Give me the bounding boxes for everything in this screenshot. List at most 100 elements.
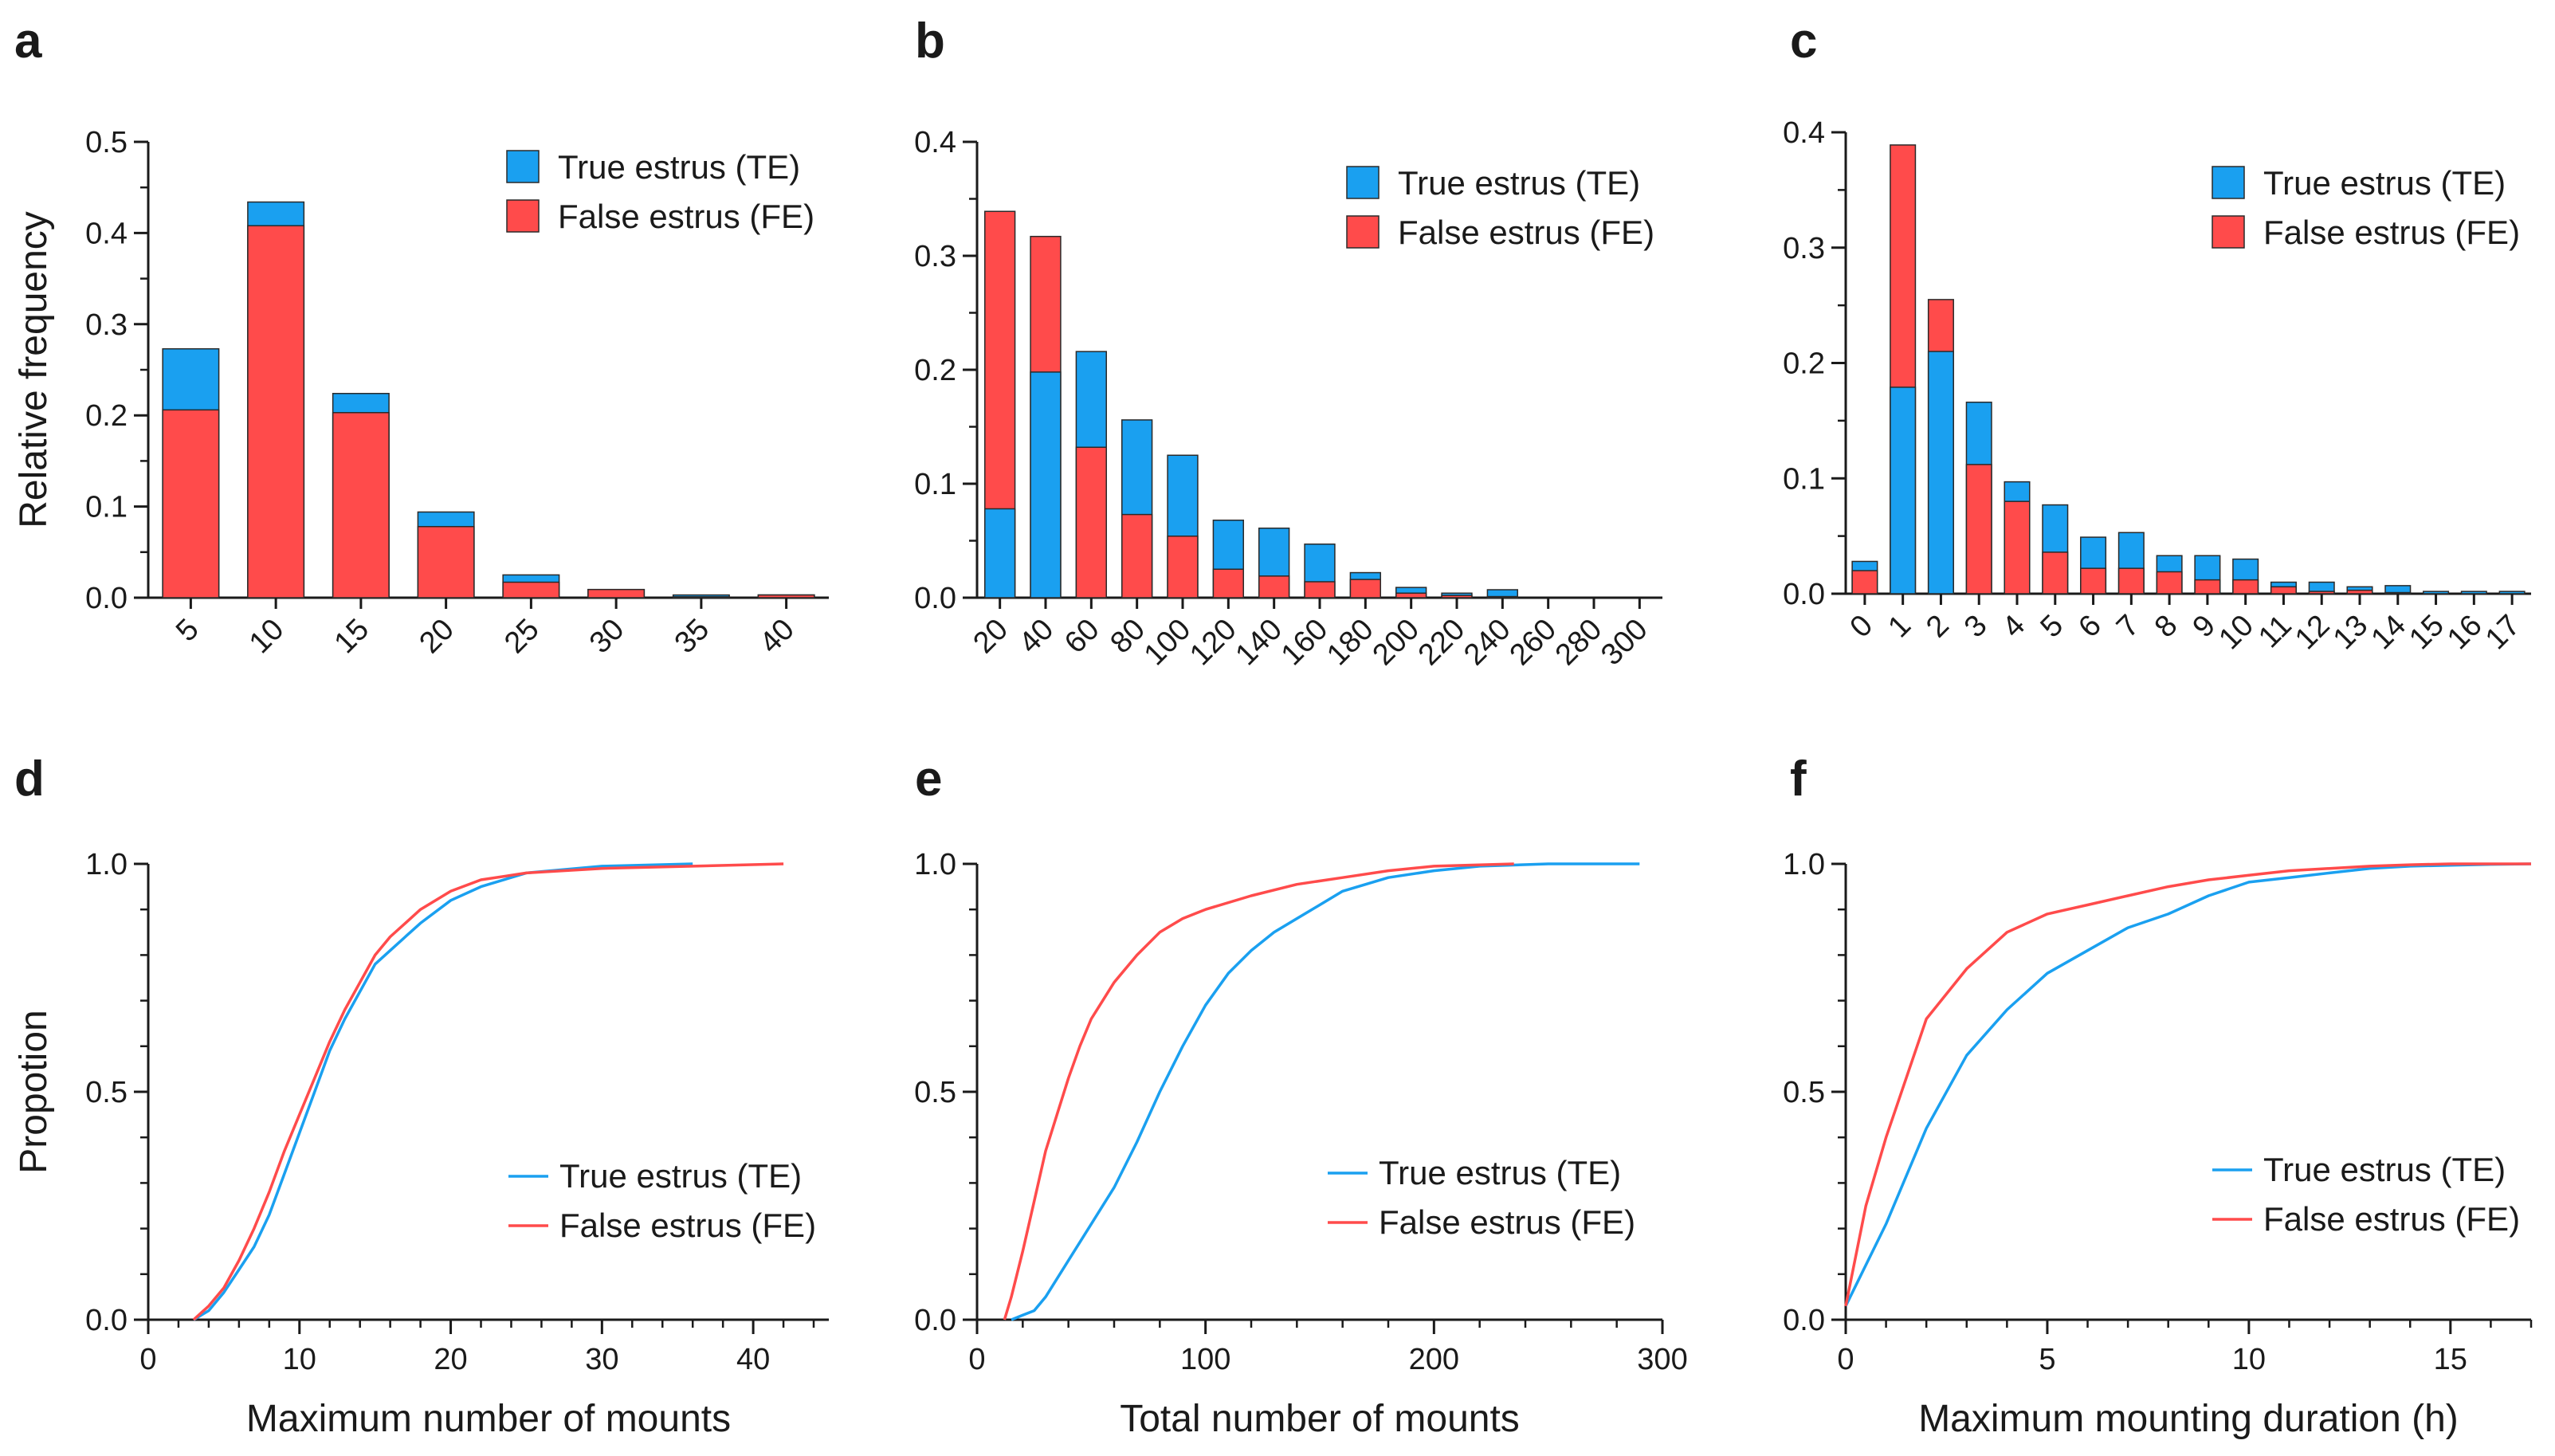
y-tick-label: 0.3 xyxy=(914,240,956,273)
x-tick-label: 7 xyxy=(2110,609,2146,645)
x-tick-label: 220 xyxy=(1412,613,1472,673)
y-tick-label: 0.0 xyxy=(914,1304,956,1337)
x-tick-label: 5 xyxy=(2034,609,2070,645)
bar-te xyxy=(1890,387,1917,595)
panel-e: e 0.0 0.5 1.0 0 100 200 300 Total number of moun… xyxy=(914,752,1688,1440)
x-tick-label: 10 xyxy=(283,1343,316,1376)
y-tick-label: 0.1 xyxy=(85,491,128,524)
legend-fe-label: False estrus (FE) xyxy=(2263,1200,2520,1238)
y-tick-label: 0.4 xyxy=(1783,116,1825,150)
legend-te-swatch xyxy=(2212,166,2245,199)
bar-fe xyxy=(1851,570,1878,595)
x-tick-label: 5 xyxy=(2039,1343,2055,1376)
y-tick-label: 0.2 xyxy=(1783,347,1825,381)
x-tick-label: 9 xyxy=(2187,609,2223,645)
y-tick-label: 0.5 xyxy=(85,1076,128,1109)
bar-fe xyxy=(1212,568,1245,598)
x-tick-label: 20 xyxy=(413,613,461,661)
x-tick-label: 10 xyxy=(2232,1343,2266,1376)
bar-fe xyxy=(1121,513,1153,598)
x-tick-label: 0 xyxy=(1844,609,1880,645)
bar-fe xyxy=(2042,551,2069,595)
bar-fe xyxy=(2384,591,2412,595)
x-tick-label: 17 xyxy=(2479,609,2527,657)
x-tick-label: 2 xyxy=(1920,609,1956,645)
x-tick-label: 0 xyxy=(1837,1343,1854,1376)
y-tick-label: 0.4 xyxy=(85,217,128,250)
bar-fe xyxy=(757,594,815,598)
y-tick-label: 0.5 xyxy=(914,1076,956,1109)
bar-fe xyxy=(2270,586,2297,595)
x-tick-label: 8 xyxy=(2149,609,2184,645)
x-tick-label: 0 xyxy=(139,1343,156,1376)
bar-fe xyxy=(247,225,305,598)
panel-f: f 0.0 0.5 1.0 0 5 10 15 Maximum mounting duratio… xyxy=(1783,752,2533,1440)
bar-fe xyxy=(2232,579,2259,595)
x-tick-label: 200 xyxy=(1366,613,1426,673)
series-te-line xyxy=(1844,862,2532,1307)
bar-fe xyxy=(1167,536,1199,598)
x-axis-label: Maximum number of mounts xyxy=(246,1398,731,1440)
bar-fe xyxy=(1441,595,1473,598)
legend-te-label: True estrus (TE) xyxy=(1379,1154,1621,1191)
legend: True estrus (TE) False estrus (FE) xyxy=(508,1157,816,1244)
bar-fe xyxy=(332,412,390,598)
legend: True estrus (TE) False estrus (FE) xyxy=(506,148,814,235)
y-tick-label: 1.0 xyxy=(85,848,128,881)
y-tick-label: 0.5 xyxy=(1783,1076,1825,1109)
y-tick-label: 0.2 xyxy=(85,399,128,433)
legend-fe-swatch xyxy=(506,199,540,233)
x-axis-label: Maximum mounting duration (h) xyxy=(1918,1398,2459,1440)
bar-fe xyxy=(2080,567,2107,595)
legend-te-label: True estrus (TE) xyxy=(2263,1151,2506,1188)
x-tick-label: 35 xyxy=(669,613,716,661)
x-tick-label: 300 xyxy=(1595,613,1654,673)
bar-fe xyxy=(1349,579,1382,598)
x-tick-label: 5 xyxy=(170,613,206,649)
panel-a: a 0.0 0.1 0.2 0.3 0.4 0.5 Relative frequency 5 10… xyxy=(13,14,829,660)
bar-fe xyxy=(1304,581,1336,598)
panel-letter: b xyxy=(915,14,945,69)
x-tick-label: 120 xyxy=(1183,613,1243,673)
bar-fe xyxy=(2346,589,2373,595)
x-tick-label: 25 xyxy=(498,613,546,661)
x-axis-label: Total number of mounts xyxy=(1120,1398,1520,1440)
bar-fe xyxy=(1075,446,1108,598)
x-tick-label: 160 xyxy=(1275,613,1335,673)
bar-fe xyxy=(2156,571,2183,595)
series-te-line xyxy=(1011,862,1640,1321)
panel-letter: d xyxy=(14,752,45,806)
y-tick-label: 0.1 xyxy=(1783,462,1825,496)
legend: True estrus (TE) False estrus (FE) xyxy=(2212,1151,2520,1238)
panel-c: c0.00.10.20.30.40 1 2 3 4 5 6 7 8 910111213141516… xyxy=(1783,14,2531,656)
bar-fe xyxy=(2308,591,2335,595)
bar-fe xyxy=(1395,592,1427,598)
x-tick-label: 100 xyxy=(1138,613,1198,673)
bar-fe xyxy=(587,588,646,598)
panel-letter: a xyxy=(14,14,42,69)
y-tick-label: 0.0 xyxy=(914,582,956,615)
legend-fe-label: False estrus (FE) xyxy=(558,198,814,235)
series-te-line xyxy=(192,862,693,1321)
y-tick-label: 0.3 xyxy=(1783,232,1825,265)
x-tick-label: 0 xyxy=(968,1343,985,1376)
x-tick-label: 140 xyxy=(1229,613,1289,673)
x-tick-label: 200 xyxy=(1409,1343,1459,1376)
y-tick-label: 0.2 xyxy=(914,354,956,387)
legend: True estrus (TE) False estrus (FE) xyxy=(1346,164,1654,251)
y-tick-label: 1.0 xyxy=(1783,848,1825,881)
y-tick-label: 0.0 xyxy=(1783,578,1825,611)
legend-fe-swatch xyxy=(2212,215,2245,249)
x-tick-label: 3 xyxy=(1958,609,1994,645)
y-tick-label: 0.0 xyxy=(85,1304,128,1337)
x-tick-label: 40 xyxy=(753,613,801,661)
panel-b: b0.00.10.20.30.4204060801001201401601802… xyxy=(914,14,1662,672)
legend-te-swatch xyxy=(1346,166,1380,199)
bar-te xyxy=(2498,591,2526,595)
x-tick-label: 260 xyxy=(1503,613,1563,673)
bar-fe xyxy=(417,526,475,598)
y-tick-label: 0.5 xyxy=(85,126,128,159)
y-tick-label: 0.1 xyxy=(914,468,956,501)
x-tick-label: 40 xyxy=(736,1343,770,1376)
